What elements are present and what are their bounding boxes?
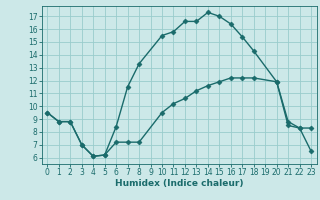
X-axis label: Humidex (Indice chaleur): Humidex (Indice chaleur): [115, 179, 244, 188]
